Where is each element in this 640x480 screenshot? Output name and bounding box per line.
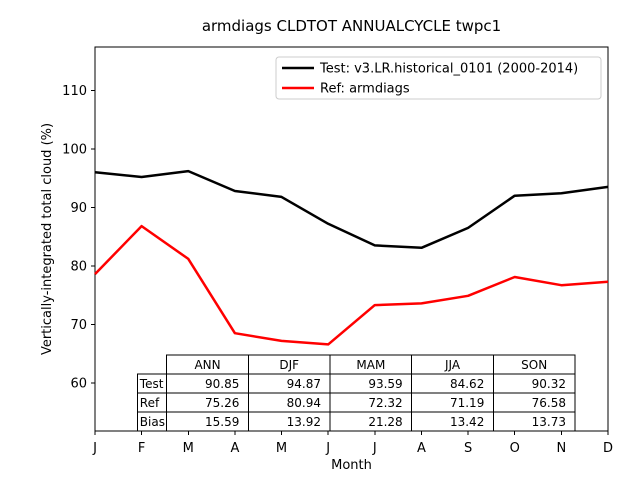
y-tick-label: 70 — [70, 318, 87, 333]
table-value: 75.26 — [205, 396, 239, 410]
table-value: 72.32 — [368, 396, 402, 410]
table-value: 13.92 — [287, 415, 321, 429]
y-tick-label: 90 — [70, 201, 87, 216]
table-row-label: Ref — [140, 396, 160, 410]
table-header-label: MAM — [356, 358, 385, 372]
table-value: 84.62 — [450, 377, 484, 391]
table-value: 80.94 — [287, 396, 321, 410]
table-header-label: DJF — [279, 358, 299, 372]
x-tick-label: M — [276, 441, 287, 456]
table-row-label: Test — [139, 377, 164, 391]
table-value: 15.59 — [205, 415, 239, 429]
test-series-line — [94, 169, 609, 250]
data-series — [94, 169, 609, 346]
x-tick-label: A — [230, 441, 239, 456]
x-tick-label: F — [138, 441, 145, 456]
ref-series-line — [94, 224, 609, 346]
table-row-label: Bias — [140, 415, 165, 429]
table-value: 93.59 — [368, 377, 402, 391]
table-header-label: JJA — [444, 358, 461, 372]
table-value-cell — [492, 411, 576, 432]
y-tick-label: 60 — [70, 377, 87, 392]
y-tick-label: 80 — [70, 259, 87, 274]
legend-box — [275, 56, 602, 100]
table-value: 71.19 — [450, 396, 484, 410]
y-tick-label: 100 — [62, 142, 87, 157]
table-value: 94.87 — [287, 377, 321, 391]
chart-title: armdiags CLDTOT ANNUALCYCLE twpc1 — [202, 17, 501, 35]
x-tick-label: N — [556, 441, 566, 456]
x-tick-label: J — [372, 441, 377, 456]
table-value: 13.73 — [532, 415, 566, 429]
y-tick-label: 110 — [62, 84, 87, 99]
table-value: 13.42 — [450, 415, 484, 429]
y-axis-ticks: 60 70 80 90 100 110 — [62, 84, 95, 392]
table-value: 90.32 — [532, 377, 566, 391]
x-tick-label: O — [510, 441, 520, 456]
x-tick-label: S — [464, 441, 472, 456]
legend-test-label: Test: v3.LR.historical_0101 (2000-2014) — [319, 62, 578, 77]
table-header-label: ANN — [194, 358, 220, 372]
x-tick-label: J — [325, 441, 330, 456]
table-value: 21.28 — [368, 415, 402, 429]
x-axis-label: Month — [331, 458, 372, 473]
x-tick-label: J — [92, 441, 97, 456]
x-tick-label: D — [603, 441, 613, 456]
table-header-label: SON — [521, 358, 547, 372]
stats-table: ANN DJF MAM JJA SON Test 90.85 94.87 93.59 84.62 9… — [136, 354, 576, 432]
x-tick-label: A — [417, 441, 426, 456]
x-tick-label: M — [183, 441, 194, 456]
legend: Test: v3.LR.historical_0101 (2000-2014) … — [275, 56, 602, 100]
y-axis-label: Vertically-integrated total cloud (%) — [40, 123, 55, 355]
legend-ref-label: Ref: armdiags — [320, 82, 410, 97]
table-value: 76.58 — [532, 396, 566, 410]
table-value: 90.85 — [205, 377, 239, 391]
